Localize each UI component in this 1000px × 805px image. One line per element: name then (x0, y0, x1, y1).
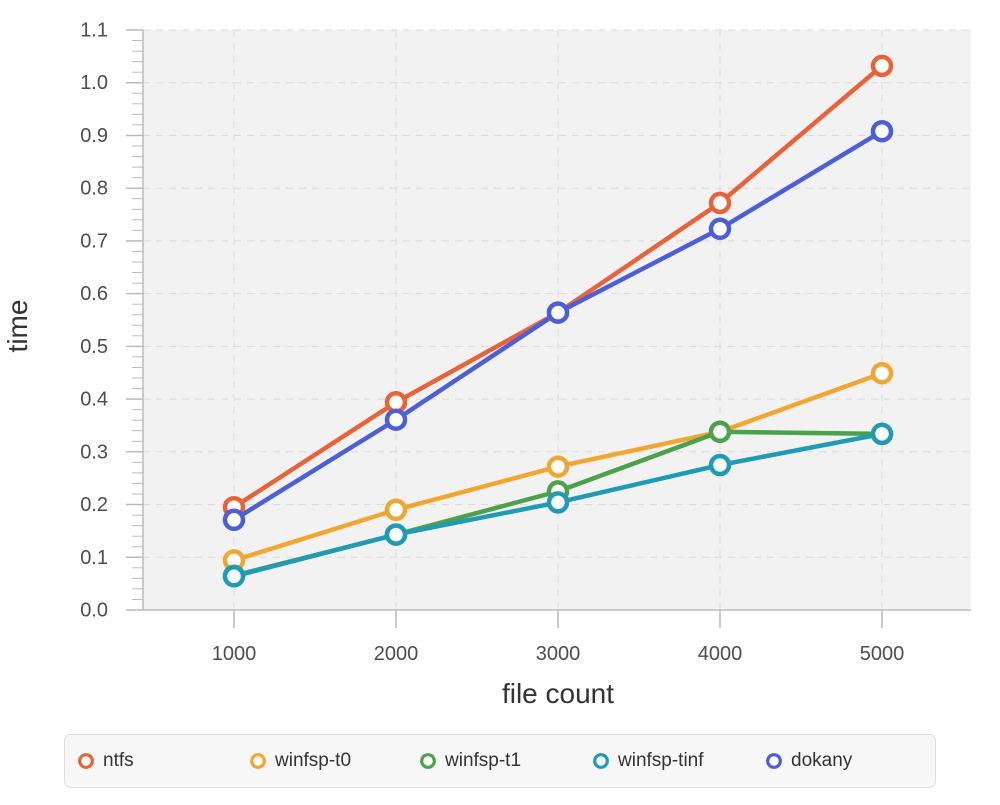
svg-text:0.0: 0.0 (80, 600, 108, 622)
svg-text:0.8: 0.8 (80, 178, 108, 200)
svg-text:0.9: 0.9 (80, 125, 108, 147)
svg-text:0.5: 0.5 (80, 336, 108, 358)
svg-text:1.0: 1.0 (80, 72, 108, 94)
svg-text:4000: 4000 (698, 643, 743, 665)
svg-text:0.1: 0.1 (80, 547, 108, 569)
svg-text:time: time (2, 300, 33, 353)
svg-text:5000: 5000 (860, 643, 905, 665)
svg-text:3000: 3000 (536, 643, 581, 665)
svg-text:0.6: 0.6 (80, 283, 108, 305)
svg-text:1.1: 1.1 (80, 20, 108, 42)
svg-text:0.4: 0.4 (80, 389, 108, 411)
svg-text:0.2: 0.2 (80, 494, 108, 516)
svg-text:file count: file count (502, 678, 614, 709)
svg-text:2000: 2000 (374, 643, 419, 665)
svg-text:0.3: 0.3 (80, 441, 108, 463)
svg-text:0.7: 0.7 (80, 230, 108, 252)
svg-text:1000: 1000 (212, 643, 257, 665)
